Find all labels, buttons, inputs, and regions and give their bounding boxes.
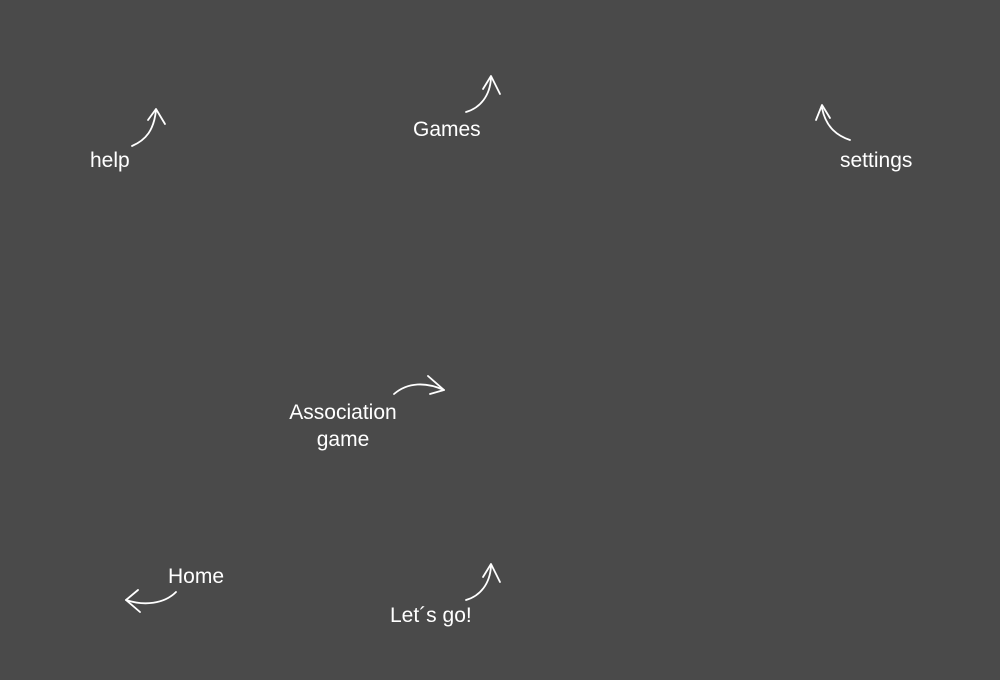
home-hint-label: Home [168,565,225,588]
settings-arrow-icon [815,104,851,141]
games-arrow-icon [465,75,501,113]
home-arrow-icon [125,589,177,613]
lets-go-hint-label: Let´s go! [390,604,472,627]
association-game-hint-label: Association game [280,399,406,453]
association-hint-line-1: Association [289,401,397,424]
lets-go-arrow-icon [465,563,501,601]
settings-hint-label: settings [840,149,913,172]
help-hint-label: help [90,149,130,172]
games-hint-label: Games [413,118,481,141]
association-hint-line-2: game [316,428,370,451]
association-arrow-icon [393,375,445,395]
help-arrow-icon [131,108,166,147]
